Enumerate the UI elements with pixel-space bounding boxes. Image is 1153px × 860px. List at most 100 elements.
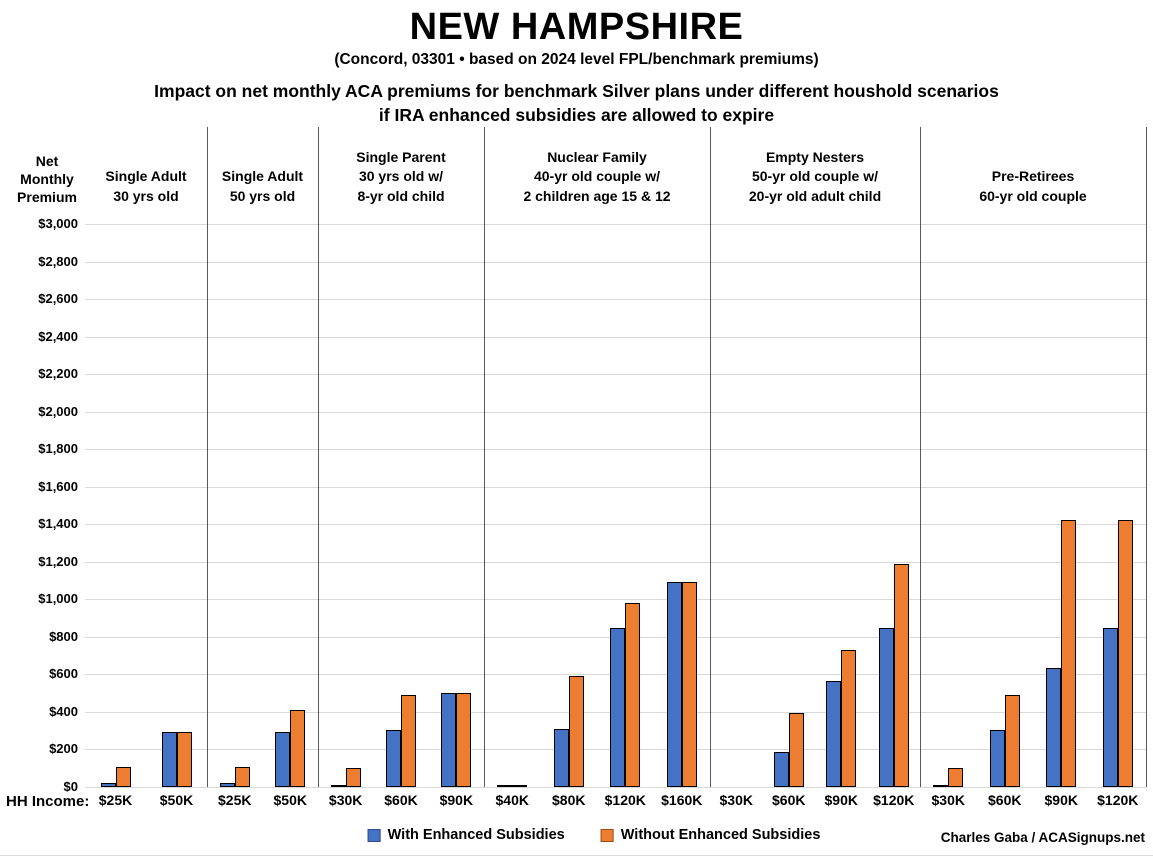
legend-label: With Enhanced Subsidies — [387, 827, 565, 843]
category-label: $30K — [328, 792, 363, 808]
y-tick-label: $2,400 — [38, 328, 78, 344]
bar-without-subsidies — [1061, 520, 1077, 787]
panel-title-line: Pre-Retirees — [991, 168, 1075, 184]
bar-with-subsidies — [219, 783, 235, 787]
panel-title-line: 40-yr old couple w/ — [533, 168, 661, 184]
panel-title: Single Adult 30 yrs old — [85, 127, 207, 206]
panel-title-line: 8-yr old child — [357, 187, 445, 204]
bar-with-subsidies — [386, 730, 401, 787]
bar-with-subsidies — [773, 752, 789, 787]
x-axis-label: HH Income: — [6, 793, 90, 810]
panel-title-line: 60-yr old couple — [979, 187, 1087, 204]
y-gridline — [85, 261, 1146, 263]
panel-title-line: 50-yr old couple w/ — [751, 168, 879, 184]
panel-divider — [207, 127, 208, 787]
y-tick-label: $2,200 — [38, 366, 78, 382]
bar-without-subsidies — [115, 767, 131, 787]
category-label: $90K — [824, 792, 858, 808]
legend-label: Without Enhanced Subsidies — [620, 827, 821, 843]
bar-without-subsidies — [176, 732, 192, 787]
bar-zero-value — [497, 785, 513, 787]
panel-title: Nuclear Family 40-yr old couple w/2 child… — [484, 127, 710, 206]
y-axis-label: Net Monthly Premium — [8, 128, 86, 206]
bar-with-subsidies — [441, 693, 457, 787]
panel-title: Single Adult 50 yrs old — [207, 127, 318, 206]
y-gridline — [85, 486, 1146, 488]
y-axis-label-line: Monthly — [20, 171, 74, 187]
bar-without-subsidies — [681, 582, 697, 787]
bar-with-subsidies — [161, 732, 177, 787]
category-label: $50K — [159, 792, 194, 808]
category-label: $90K — [1044, 792, 1078, 808]
panel-title: Empty Nesters 50-yr old couple w/20-yr ol… — [710, 127, 920, 206]
chart-title: NEW HAMPSHIRE — [409, 6, 744, 48]
bar-with-subsidies — [826, 681, 842, 787]
panel-divider — [484, 127, 485, 787]
y-gridline — [85, 524, 1146, 526]
bar-without-subsidies — [401, 695, 416, 787]
y-tick-label: $2,800 — [38, 253, 78, 269]
panel-title-line: Single Adult — [221, 168, 304, 184]
y-tick-label: $600 — [49, 666, 78, 682]
y-tick-label: $800 — [49, 628, 78, 644]
y-tick-label: $1,600 — [38, 478, 78, 494]
category-label: $120K — [604, 792, 646, 808]
panel-title-line: Single Parent — [356, 148, 446, 165]
legend-swatch-without-icon — [600, 828, 614, 842]
category-label: $90K — [439, 792, 474, 808]
panel-title-line: 20-yr old adult child — [748, 187, 882, 204]
y-gridline — [85, 787, 1146, 788]
category-label: $60K — [384, 792, 418, 808]
panel-title-line: 50 yrs old — [229, 187, 296, 204]
bar-zero-value — [512, 785, 528, 787]
legend: With Enhanced Subsidies Without Enhanced … — [367, 827, 821, 843]
bar-with-subsidies — [330, 785, 346, 787]
legend-swatch-with-icon — [367, 828, 381, 842]
bar-without-subsidies — [290, 710, 306, 787]
bar-without-subsidies — [841, 650, 857, 787]
bar-without-subsidies — [1004, 695, 1020, 787]
bar-without-subsidies — [788, 713, 804, 787]
bar-with-subsidies — [1046, 668, 1062, 787]
panel-title-line: 30 yrs old — [113, 187, 179, 204]
category-label: $120K — [873, 792, 915, 808]
panel-title: Pre-Retirees 60-yr old couple — [920, 127, 1146, 206]
y-tick-label: $2,000 — [38, 403, 78, 419]
category-label: $80K — [552, 792, 586, 808]
category-label: $25K — [218, 792, 252, 808]
bar-with-subsidies — [878, 628, 894, 787]
y-gridline — [85, 449, 1146, 451]
y-gridline — [85, 411, 1146, 413]
chart-description-line2: if IRA enhanced subsidies are allowed to… — [378, 105, 775, 125]
bar-with-subsidies — [275, 732, 291, 787]
y-axis-label-line: Net — [35, 153, 59, 169]
bar-without-subsidies — [345, 768, 361, 787]
y-axis-label-line: Premium — [17, 189, 77, 205]
y-tick-label: $3,000 — [38, 216, 78, 231]
y-gridline — [85, 561, 1146, 563]
chart-description-line1: Impact on net monthly ACA premiums for b… — [154, 81, 999, 101]
chart-subtitle: (Concord, 03301 • based on 2024 level FP… — [334, 51, 819, 68]
credit-attribution: Charles Gaba / ACASignups.net — [940, 830, 1145, 845]
bar-without-subsidies — [948, 768, 964, 787]
bar-with-subsidies — [100, 783, 116, 787]
y-gridline — [85, 299, 1146, 301]
y-gridline — [85, 224, 1146, 225]
panel-title-line: 2 children age 15 & 12 — [523, 187, 671, 204]
bar-with-subsidies — [553, 729, 569, 787]
legend-item: With Enhanced Subsidies — [367, 827, 565, 843]
category-label: $40K — [495, 792, 529, 808]
bar-without-subsidies — [625, 603, 641, 787]
bar-without-subsidies — [456, 693, 472, 787]
y-tick-label: $1,400 — [38, 516, 78, 532]
panel-title: Single Parent 30 yrs old w/8-yr old child — [318, 127, 484, 206]
bar-without-subsidies — [234, 767, 250, 787]
category-label: $50K — [273, 792, 307, 808]
category-label: $30K — [931, 792, 965, 808]
bar-without-subsidies — [1117, 520, 1133, 787]
y-tick-label: $1,800 — [38, 441, 78, 457]
bar-without-subsidies — [568, 676, 584, 787]
y-tick-label: $200 — [49, 741, 78, 757]
y-tick-label: $2,600 — [38, 291, 78, 307]
